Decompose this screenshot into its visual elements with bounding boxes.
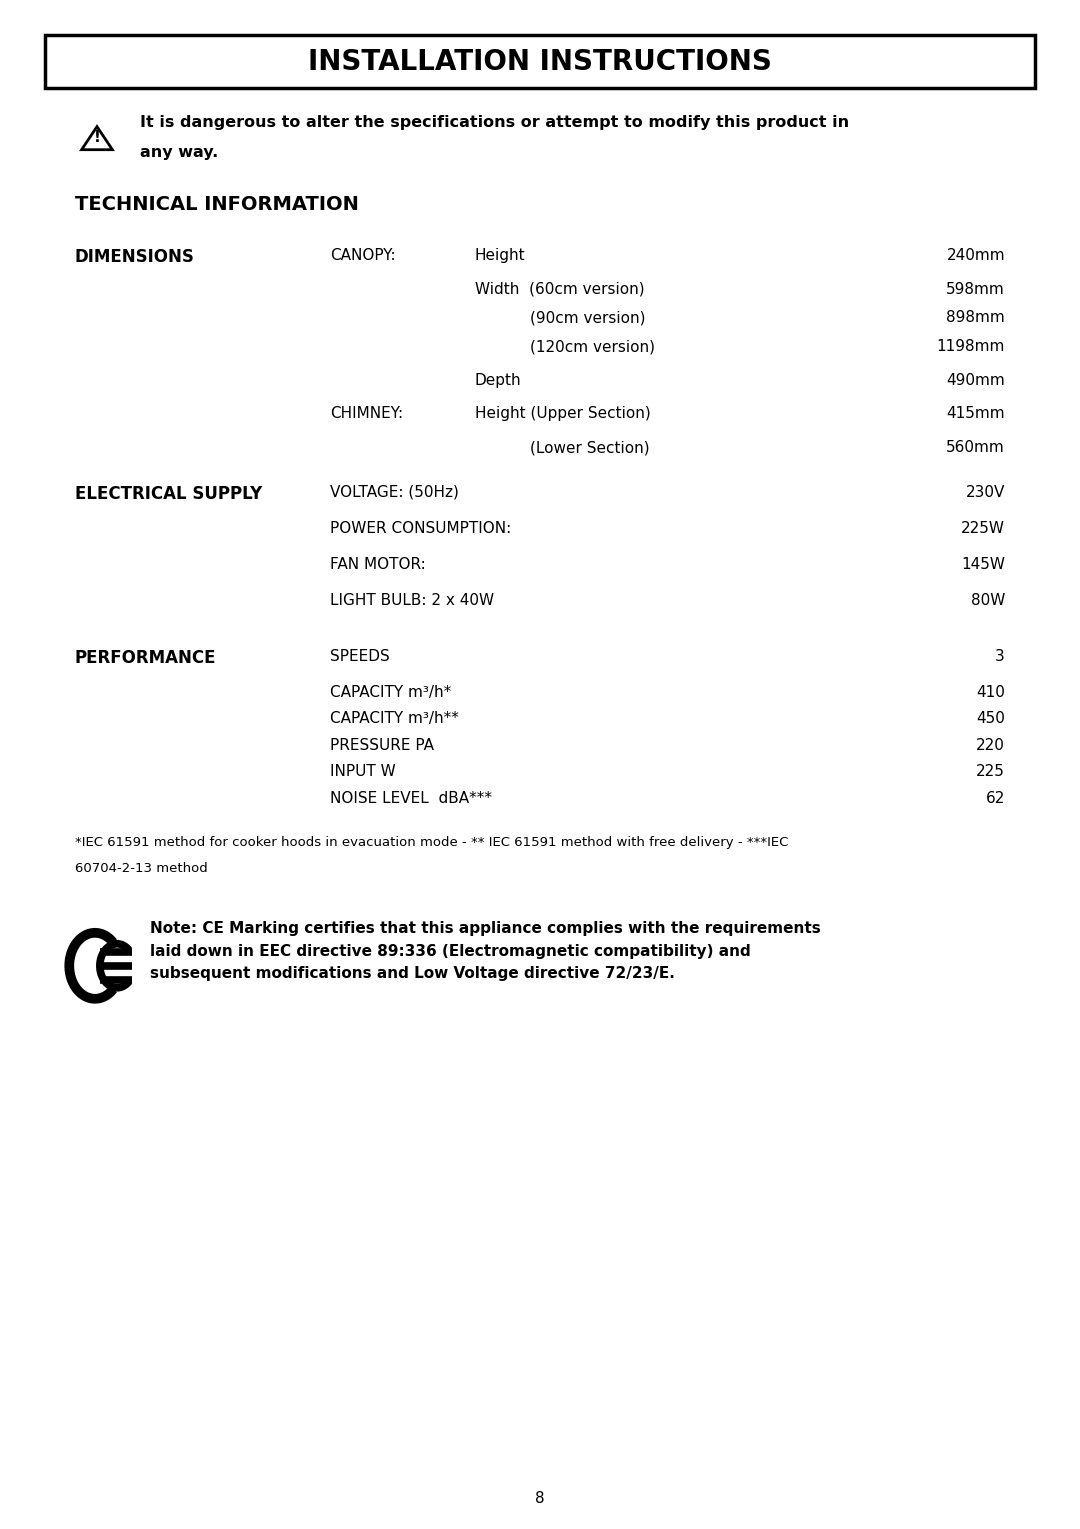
Text: (120cm version): (120cm version): [530, 339, 654, 355]
Text: 3: 3: [996, 648, 1005, 664]
Text: INSTALLATION INSTRUCTIONS: INSTALLATION INSTRUCTIONS: [308, 47, 772, 75]
Text: PERFORMANCE: PERFORMANCE: [75, 648, 216, 667]
Text: POWER CONSUMPTION:: POWER CONSUMPTION:: [330, 521, 511, 535]
Text: NOISE LEVEL  dBA***: NOISE LEVEL dBA***: [330, 790, 492, 806]
Text: 145W: 145W: [961, 557, 1005, 572]
Text: CAPACITY m³/h*: CAPACITY m³/h*: [330, 685, 451, 700]
Text: *IEC 61591 method for cooker hoods in evacuation mode - ** IEC 61591 method with: *IEC 61591 method for cooker hoods in ev…: [75, 836, 788, 849]
Text: ELECTRICAL SUPPLY: ELECTRICAL SUPPLY: [75, 485, 262, 503]
Text: FAN MOTOR:: FAN MOTOR:: [330, 557, 426, 572]
Text: Width  (60cm version): Width (60cm version): [475, 281, 645, 297]
Text: 220: 220: [976, 739, 1005, 752]
Text: 240mm: 240mm: [946, 248, 1005, 263]
Text: 8: 8: [536, 1491, 544, 1506]
Text: (Lower Section): (Lower Section): [530, 440, 650, 456]
Text: 62: 62: [986, 790, 1005, 806]
Text: 560mm: 560mm: [946, 440, 1005, 456]
Text: 80W: 80W: [971, 593, 1005, 609]
Text: 450: 450: [976, 711, 1005, 726]
Text: 225W: 225W: [961, 521, 1005, 535]
Text: VOLTAGE: (50Hz): VOLTAGE: (50Hz): [330, 485, 459, 500]
Text: 225: 225: [976, 764, 1005, 780]
Text: DIMENSIONS: DIMENSIONS: [75, 248, 194, 266]
Text: !: !: [94, 130, 100, 145]
Text: CHIMNEY:: CHIMNEY:: [330, 407, 403, 422]
Text: Height: Height: [475, 248, 526, 263]
Text: Note: CE Marking certifies that this appliance complies with the requirements
la: Note: CE Marking certifies that this app…: [150, 920, 821, 982]
Text: TECHNICAL INFORMATION: TECHNICAL INFORMATION: [75, 196, 359, 214]
Bar: [45, 35, 1035, 89]
Text: CAPACITY m³/h**: CAPACITY m³/h**: [330, 711, 459, 726]
Text: It is dangerous to alter the specifications or attempt to modify this product in: It is dangerous to alter the specificati…: [140, 115, 849, 130]
Text: 898mm: 898mm: [946, 310, 1005, 326]
Text: 415mm: 415mm: [946, 407, 1005, 422]
Text: any way.: any way.: [140, 145, 218, 161]
Text: CANOPY:: CANOPY:: [330, 248, 395, 263]
Text: PRESSURE PA: PRESSURE PA: [330, 739, 434, 752]
Text: 230V: 230V: [966, 485, 1005, 500]
Text: 1198mm: 1198mm: [936, 339, 1005, 355]
Text: 60704-2-13 method: 60704-2-13 method: [75, 862, 207, 875]
Text: Depth: Depth: [475, 373, 522, 388]
Text: SPEEDS: SPEEDS: [330, 648, 390, 664]
Text: (90cm version): (90cm version): [530, 310, 646, 326]
Text: Height (Upper Section): Height (Upper Section): [475, 407, 651, 422]
Text: INPUT W: INPUT W: [330, 764, 395, 780]
Text: 490mm: 490mm: [946, 373, 1005, 388]
Text: LIGHT BULB: 2 x 40W: LIGHT BULB: 2 x 40W: [330, 593, 495, 609]
Text: 410: 410: [976, 685, 1005, 700]
Text: 598mm: 598mm: [946, 281, 1005, 297]
